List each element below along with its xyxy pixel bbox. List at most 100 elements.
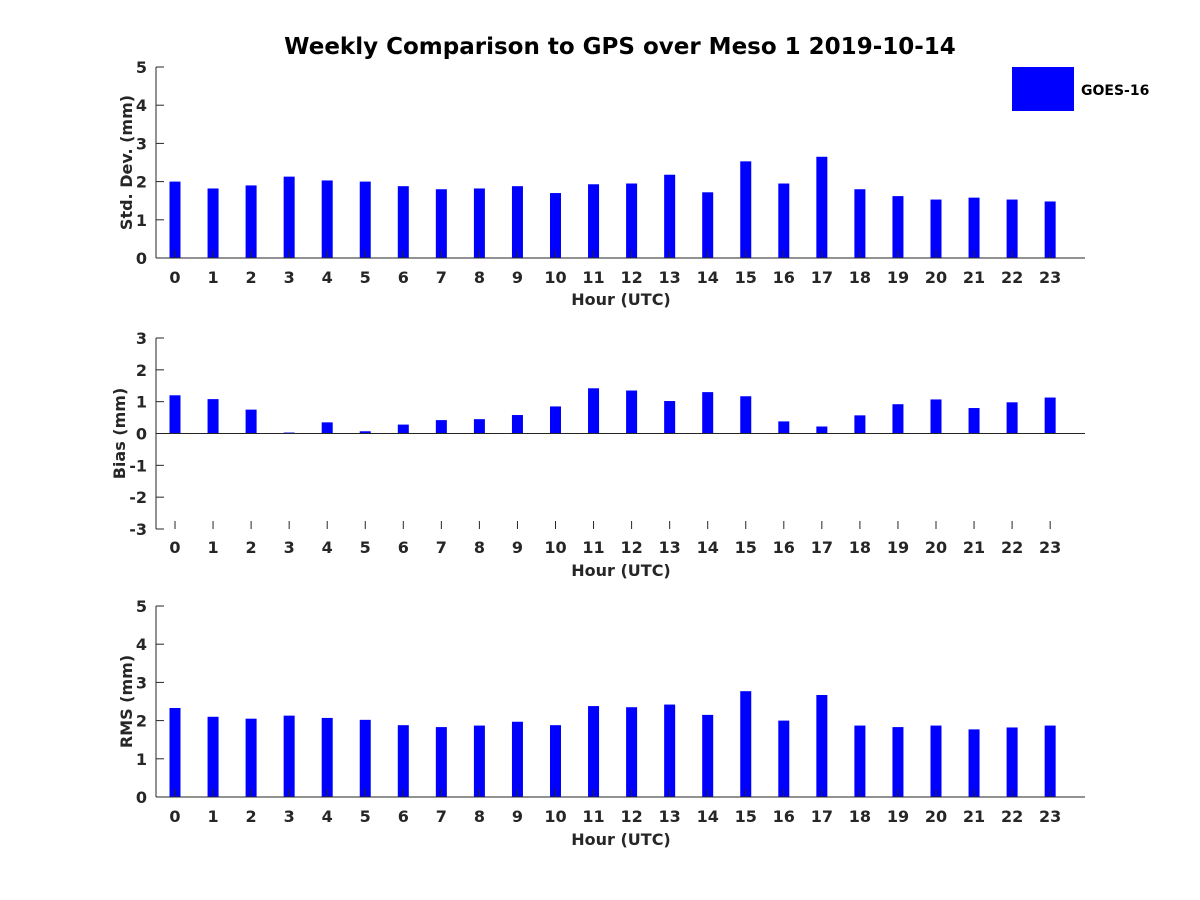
rms-x-tick-label: 4 [322,807,333,826]
rms-bar [626,707,638,797]
rms-bar [245,718,257,797]
rms-x-tick-label: 5 [360,807,371,826]
bias-y-tick-label: 2 [136,361,147,380]
std-x-tick-label: 8 [474,268,485,287]
std-x-tick-label: 19 [887,268,909,287]
rms-bar [702,714,714,797]
rms-x-tick-label: 13 [659,807,681,826]
rms-y-label: RMS (mm) [117,655,136,748]
bias-x-tick-label: 14 [697,538,719,557]
rms-bar [169,707,181,797]
std-x-tick-label: 20 [925,268,947,287]
bias-x-tick-label: 2 [246,538,257,557]
bias-x-tick-label: 10 [544,538,566,557]
bias-x-tick-label: 21 [963,538,985,557]
rms-x-label: Hour (UTC) [571,830,671,849]
std-x-label: Hour (UTC) [571,290,671,309]
std-bar [664,174,676,258]
bias-bar [702,392,714,434]
bias-bar [473,419,485,434]
std-x-tick-label: 16 [773,268,795,287]
rms-y-tick-label: 0 [136,788,147,807]
rms-bar [359,719,371,797]
bias-x-tick-label: 3 [284,538,295,557]
std-bar [816,156,828,258]
std-x-tick-label: 22 [1001,268,1023,287]
std-bar [397,186,409,258]
bias-x-tick-label: 18 [849,538,871,557]
std-x-tick-label: 7 [436,268,447,287]
bias-bar [588,388,600,434]
bias-x-tick-label: 9 [512,538,523,557]
rms-x-tick-label: 7 [436,807,447,826]
std-x-tick-label: 12 [620,268,642,287]
rms-y-tick-label: 3 [136,673,147,692]
std-y-tick-label: 2 [136,173,147,192]
std-x-tick-label: 0 [169,268,180,287]
rms-bar [397,725,409,797]
rms-x-tick-label: 23 [1039,807,1061,826]
bias-bar [1044,397,1056,434]
std-bar [778,183,790,258]
rms-bar [207,716,219,797]
rms-bar [321,717,333,797]
bias-x-tick-label: 22 [1001,538,1023,557]
bias-bar [245,409,257,434]
std-bar [740,161,752,258]
rms-bar [435,727,447,797]
rms-bar [854,725,866,797]
rms-bar [1044,725,1056,797]
rms-x-tick-label: 10 [544,807,566,826]
rms-x-tick-label: 2 [246,807,257,826]
std-bar [359,181,371,258]
bias-bar [854,415,866,434]
std-y-tick-label: 4 [136,96,147,115]
rms-bar [892,727,904,797]
bias-bar [892,404,904,434]
bias-x-tick-label: 11 [582,538,604,557]
std-bar [207,188,219,258]
std-bar [473,188,485,258]
bias-x-tick-label: 20 [925,538,947,557]
rms-y-tick-label: 2 [136,712,147,731]
legend-label: GOES-16 [1081,83,1149,99]
std-bar [550,193,561,258]
std-bar [435,189,447,258]
bias-bar [778,421,790,434]
std-bar [511,186,523,258]
std-bar [892,196,904,258]
bias-x-tick-label: 23 [1039,538,1061,557]
std-x-tick-label: 1 [207,268,218,287]
rms-x-tick-label: 20 [925,807,947,826]
chart-title: Weekly Comparison to GPS over Meso 1 201… [284,34,956,60]
legend: GOES-16 [1012,67,1149,111]
bias-x-tick-label: 4 [322,538,333,557]
rms-bar [473,725,485,797]
bias-y-label: Bias (mm) [110,388,129,480]
bias-x-label: Hour (UTC) [571,561,671,580]
bias-bar [664,401,676,434]
rms-x-tick-label: 12 [620,807,642,826]
std-bar [1006,199,1018,258]
std-y-tick-label: 5 [136,58,147,77]
bias-y-tick-label: 3 [136,329,147,348]
bias-bar [968,408,980,434]
std-x-tick-label: 14 [697,268,719,287]
bias-x-tick-label: 15 [735,538,757,557]
bias-x-tick-label: 1 [207,538,218,557]
rms-y-tick-label: 1 [136,750,147,769]
std-x-tick-label: 6 [398,268,409,287]
bias-bar [207,399,219,434]
rms-bar [968,729,980,797]
std-x-tick-label: 13 [659,268,681,287]
std-x-tick-label: 9 [512,268,523,287]
std-bar [588,184,600,258]
bias-x-tick-label: 16 [773,538,795,557]
bias-x-tick-label: 12 [620,538,642,557]
bias-y-tick-label: 1 [136,393,147,412]
std-y-tick-label: 3 [136,134,147,153]
rms-bar [740,691,752,797]
